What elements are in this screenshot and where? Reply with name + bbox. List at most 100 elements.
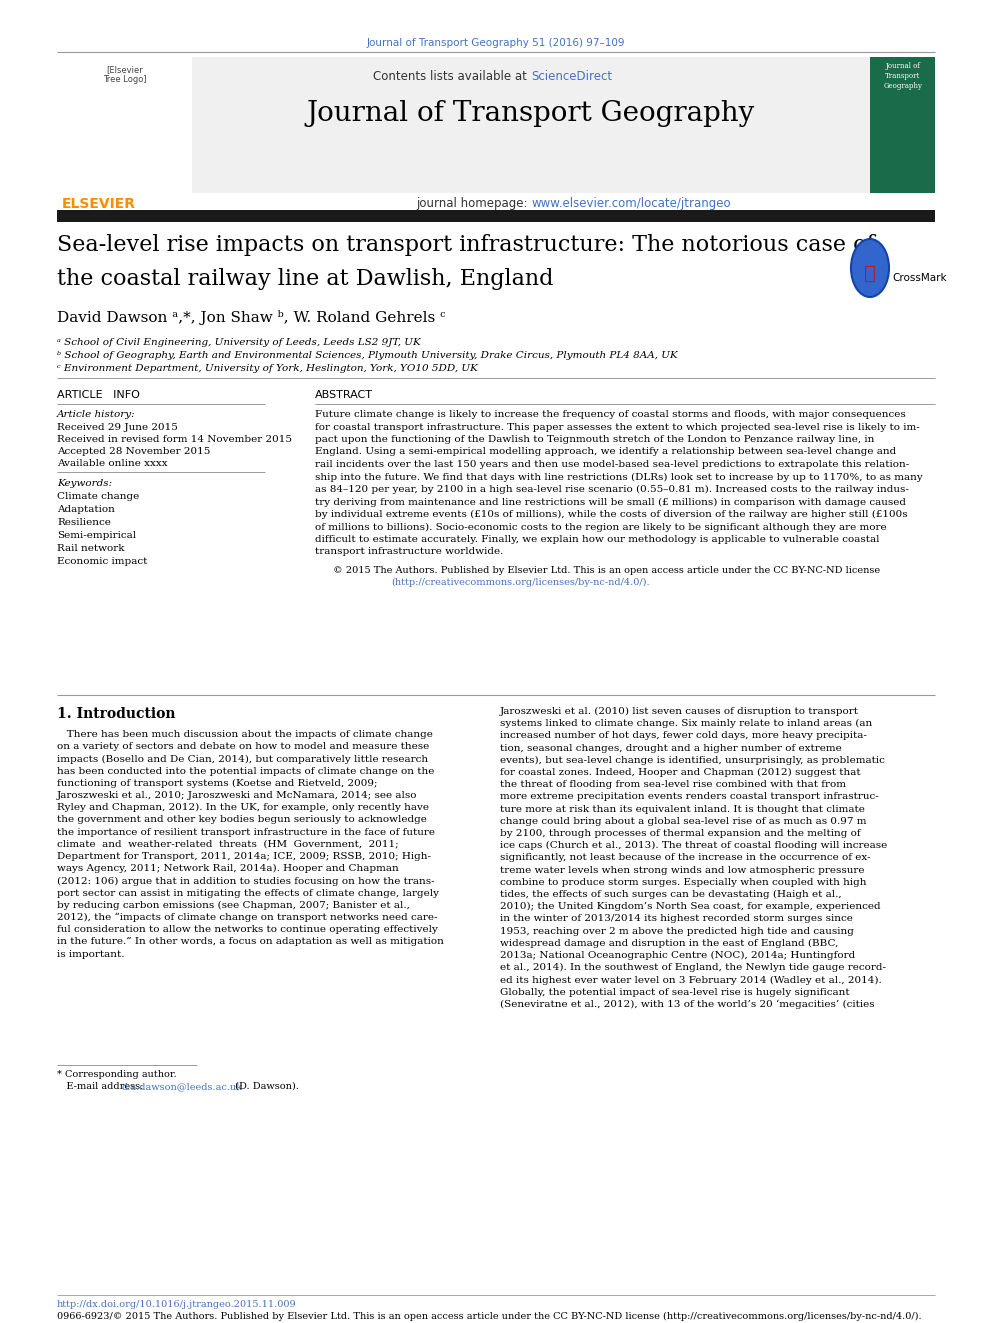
Text: David Dawson ᵃ,*, Jon Shaw ᵇ, W. Roland Gehrels ᶜ: David Dawson ᵃ,*, Jon Shaw ᵇ, W. Roland … <box>57 310 445 325</box>
Text: in the future.” In other words, a focus on adaptation as well as mitigation: in the future.” In other words, a focus … <box>57 938 443 946</box>
Bar <box>57 210 935 222</box>
Text: for coastal transport infrastructure. This paper assesses the extent to which pr: for coastal transport infrastructure. Th… <box>315 422 920 431</box>
Text: et al., 2014). In the southwest of England, the Newlyn tide gauge record-: et al., 2014). In the southwest of Engla… <box>500 963 886 972</box>
Text: has been conducted into the potential impacts of climate change on the: has been conducted into the potential im… <box>57 766 434 775</box>
Text: ScienceDirect: ScienceDirect <box>531 70 612 83</box>
Text: CrossMark: CrossMark <box>892 273 946 283</box>
Bar <box>57 57 192 193</box>
Text: treme water levels when strong winds and low atmospheric pressure: treme water levels when strong winds and… <box>500 865 864 875</box>
Text: significantly, not least because of the increase in the occurrence of ex-: significantly, not least because of the … <box>500 853 871 863</box>
Text: widespread damage and disruption in the east of England (BBC,: widespread damage and disruption in the … <box>500 939 838 947</box>
Text: England. Using a semi-empirical modelling approach, we identify a relationship b: England. Using a semi-empirical modellin… <box>315 447 896 456</box>
Text: * Corresponding author.: * Corresponding author. <box>57 1070 177 1080</box>
Text: in the winter of 2013/2014 its highest recorded storm surges since: in the winter of 2013/2014 its highest r… <box>500 914 853 923</box>
Text: Ryley and Chapman, 2012). In the UK, for example, only recently have: Ryley and Chapman, 2012). In the UK, for… <box>57 803 429 812</box>
Text: difficult to estimate accurately. Finally, we explain how our methodology is app: difficult to estimate accurately. Finall… <box>315 534 880 544</box>
Text: ARTICLE   INFO: ARTICLE INFO <box>57 390 140 400</box>
Text: (2012: 106) argue that in addition to studies focusing on how the trans-: (2012: 106) argue that in addition to st… <box>57 876 434 885</box>
Text: transport infrastructure worldwide.: transport infrastructure worldwide. <box>315 548 503 557</box>
Text: (D. Dawson).: (D. Dawson). <box>232 1082 299 1091</box>
Text: ed its highest ever water level on 3 February 2014 (Wadley et al., 2014).: ed its highest ever water level on 3 Feb… <box>500 975 882 984</box>
Text: ship into the future. We find that days with line restrictions (DLRs) look set t: ship into the future. We find that days … <box>315 472 923 482</box>
Text: ᵇ School of Geography, Earth and Environmental Sciences, Plymouth University, Dr: ᵇ School of Geography, Earth and Environ… <box>57 351 678 360</box>
Text: the threat of flooding from sea-level rise combined with that from: the threat of flooding from sea-level ri… <box>500 781 846 790</box>
Text: try deriving from maintenance and line restrictions will be small (£ millions) i: try deriving from maintenance and line r… <box>315 497 906 507</box>
Text: Economic impact: Economic impact <box>57 557 148 566</box>
Text: by individual extreme events (£10s of millions), while the costs of diversion of: by individual extreme events (£10s of mi… <box>315 509 908 519</box>
Text: functioning of transport systems (Koetse and Rietveld, 2009;: functioning of transport systems (Koetse… <box>57 779 378 789</box>
Text: Journal of
Transport
Geography: Journal of Transport Geography <box>884 62 923 90</box>
Text: © 2015 The Authors. Published by Elsevier Ltd. This is an open access article un: © 2015 The Authors. Published by Elsevie… <box>333 566 880 576</box>
Text: Department for Transport, 2011, 2014a; ICE, 2009; RSSB, 2010; High-: Department for Transport, 2011, 2014a; I… <box>57 852 431 861</box>
Text: [Elsevier
Tree Logo]: [Elsevier Tree Logo] <box>103 65 147 85</box>
Text: the government and other key bodies begun seriously to acknowledge: the government and other key bodies begu… <box>57 815 427 824</box>
Text: Sea-level rise impacts on transport infrastructure: The notorious case of: Sea-level rise impacts on transport infr… <box>57 234 875 255</box>
Text: systems linked to climate change. Six mainly relate to inland areas (an: systems linked to climate change. Six ma… <box>500 720 872 729</box>
Text: ice caps (Church et al., 2013). The threat of coastal flooding will increase: ice caps (Church et al., 2013). The thre… <box>500 841 887 851</box>
Text: 2013a; National Oceanographic Centre (NOC), 2014a; Huntingford: 2013a; National Oceanographic Centre (NO… <box>500 951 855 960</box>
Text: ELSEVIER: ELSEVIER <box>62 197 136 210</box>
Text: Journal of Transport Geography 51 (2016) 97–109: Journal of Transport Geography 51 (2016)… <box>367 38 625 48</box>
Bar <box>57 57 870 193</box>
Text: the importance of resilient transport infrastructure in the face of future: the importance of resilient transport in… <box>57 828 435 836</box>
Text: (http://creativecommons.org/licenses/by-nc-nd/4.0/).: (http://creativecommons.org/licenses/by-… <box>391 578 650 587</box>
Text: the coastal railway line at Dawlish, England: the coastal railway line at Dawlish, Eng… <box>57 269 554 290</box>
Text: (Seneviratne et al., 2012), with 13 of the world’s 20 ‘megacities’ (cities: (Seneviratne et al., 2012), with 13 of t… <box>500 1000 875 1009</box>
Text: of millions to billions). Socio-economic costs to the region are likely to be si: of millions to billions). Socio-economic… <box>315 523 887 532</box>
Text: tion, seasonal changes, drought and a higher number of extreme: tion, seasonal changes, drought and a hi… <box>500 744 842 753</box>
Text: Globally, the potential impact of sea-level rise is hugely significant: Globally, the potential impact of sea-le… <box>500 987 849 996</box>
Text: ways Agency, 2011; Network Rail, 2014a). Hooper and Chapman: ways Agency, 2011; Network Rail, 2014a).… <box>57 864 399 873</box>
Text: 0966-6923/© 2015 The Authors. Published by Elsevier Ltd. This is an open access : 0966-6923/© 2015 The Authors. Published … <box>57 1312 922 1322</box>
Text: E-mail address:: E-mail address: <box>57 1082 147 1091</box>
Text: is important.: is important. <box>57 950 125 959</box>
Text: Received in revised form 14 November 2015: Received in revised form 14 November 201… <box>57 435 292 445</box>
Text: ture more at risk than its equivalent inland. It is thought that climate: ture more at risk than its equivalent in… <box>500 804 865 814</box>
Text: Journal of Transport Geography: Journal of Transport Geography <box>307 101 755 127</box>
Text: d.a.dawson@leeds.ac.uk: d.a.dawson@leeds.ac.uk <box>122 1082 243 1091</box>
Text: increased number of hot days, fewer cold days, more heavy precipita-: increased number of hot days, fewer cold… <box>500 732 867 741</box>
Text: journal homepage:: journal homepage: <box>416 197 531 210</box>
Text: Contents lists available at: Contents lists available at <box>373 70 531 83</box>
Text: Climate change: Climate change <box>57 492 139 501</box>
Text: ABSTRACT: ABSTRACT <box>315 390 373 400</box>
Text: www.elsevier.com/locate/jtrangeo: www.elsevier.com/locate/jtrangeo <box>531 197 731 210</box>
Text: Available online xxxx: Available online xxxx <box>57 459 168 468</box>
Text: ➕: ➕ <box>864 263 876 283</box>
Text: combine to produce storm surges. Especially when coupled with high: combine to produce storm surges. Especia… <box>500 877 866 886</box>
Text: Jaroszweski et al. (2010) list seven causes of disruption to transport: Jaroszweski et al. (2010) list seven cau… <box>500 706 859 716</box>
Text: change could bring about a global sea-level rise of as much as 0.97 m: change could bring about a global sea-le… <box>500 816 866 826</box>
Text: 1. Introduction: 1. Introduction <box>57 706 176 721</box>
Text: 2010); the United Kingdom’s North Sea coast, for example, experienced: 2010); the United Kingdom’s North Sea co… <box>500 902 881 912</box>
Text: for coastal zones. Indeed, Hooper and Chapman (2012) suggest that: for coastal zones. Indeed, Hooper and Ch… <box>500 767 861 777</box>
Text: Semi-empirical: Semi-empirical <box>57 531 136 540</box>
Text: tides, the effects of such surges can be devastating (Haigh et al.,: tides, the effects of such surges can be… <box>500 890 841 900</box>
Text: http://dx.doi.org/10.1016/j.jtrangeo.2015.11.009: http://dx.doi.org/10.1016/j.jtrangeo.201… <box>57 1301 297 1308</box>
Text: Adaptation: Adaptation <box>57 505 115 515</box>
Text: impacts (Bosello and De Cian, 2014), but comparatively little research: impacts (Bosello and De Cian, 2014), but… <box>57 754 429 763</box>
Text: ᶜ Environment Department, University of York, Heslington, York, YO10 5DD, UK: ᶜ Environment Department, University of … <box>57 364 478 373</box>
Text: pact upon the functioning of the Dawlish to Teignmouth stretch of the London to : pact upon the functioning of the Dawlish… <box>315 435 874 445</box>
Text: 2012), the “impacts of climate change on transport networks need care-: 2012), the “impacts of climate change on… <box>57 913 437 922</box>
Text: port sector can assist in mitigating the effects of climate change, largely: port sector can assist in mitigating the… <box>57 889 439 897</box>
Text: climate  and  weather-related  threats  (HM  Government,  2011;: climate and weather-related threats (HM … <box>57 840 399 849</box>
Text: Keywords:: Keywords: <box>57 479 112 488</box>
Text: ful consideration to allow the networks to continue operating effectively: ful consideration to allow the networks … <box>57 925 437 934</box>
Text: ᵃ School of Civil Engineering, University of Leeds, Leeds LS2 9JT, UK: ᵃ School of Civil Engineering, Universit… <box>57 337 421 347</box>
Text: Future climate change is likely to increase the frequency of coastal storms and : Future climate change is likely to incre… <box>315 410 906 419</box>
Bar <box>870 57 935 193</box>
Text: Rail network: Rail network <box>57 544 125 553</box>
Text: more extreme precipitation events renders coastal transport infrastruc-: more extreme precipitation events render… <box>500 792 879 802</box>
Text: as 84–120 per year, by 2100 in a high sea-level rise scenario (0.55–0.81 m). Inc: as 84–120 per year, by 2100 in a high se… <box>315 486 909 493</box>
Text: 1953, reaching over 2 m above the predicted high tide and causing: 1953, reaching over 2 m above the predic… <box>500 926 854 935</box>
Text: Jaroszweski et al., 2010; Jaroszweski and McNamara, 2014; see also: Jaroszweski et al., 2010; Jaroszweski an… <box>57 791 418 800</box>
Text: Article history:: Article history: <box>57 410 136 419</box>
Text: Accepted 28 November 2015: Accepted 28 November 2015 <box>57 447 210 456</box>
Text: Resilience: Resilience <box>57 519 111 527</box>
Text: rail incidents over the last 150 years and then use model-based sea-level predic: rail incidents over the last 150 years a… <box>315 460 910 468</box>
Text: on a variety of sectors and debate on how to model and measure these: on a variety of sectors and debate on ho… <box>57 742 430 751</box>
Text: events), but sea-level change is identified, unsurprisingly, as problematic: events), but sea-level change is identif… <box>500 755 885 765</box>
Text: by 2100, through processes of thermal expansion and the melting of: by 2100, through processes of thermal ex… <box>500 830 861 837</box>
Ellipse shape <box>851 239 889 296</box>
Text: by reducing carbon emissions (see Chapman, 2007; Banister et al.,: by reducing carbon emissions (see Chapma… <box>57 901 410 910</box>
Text: Received 29 June 2015: Received 29 June 2015 <box>57 423 178 433</box>
